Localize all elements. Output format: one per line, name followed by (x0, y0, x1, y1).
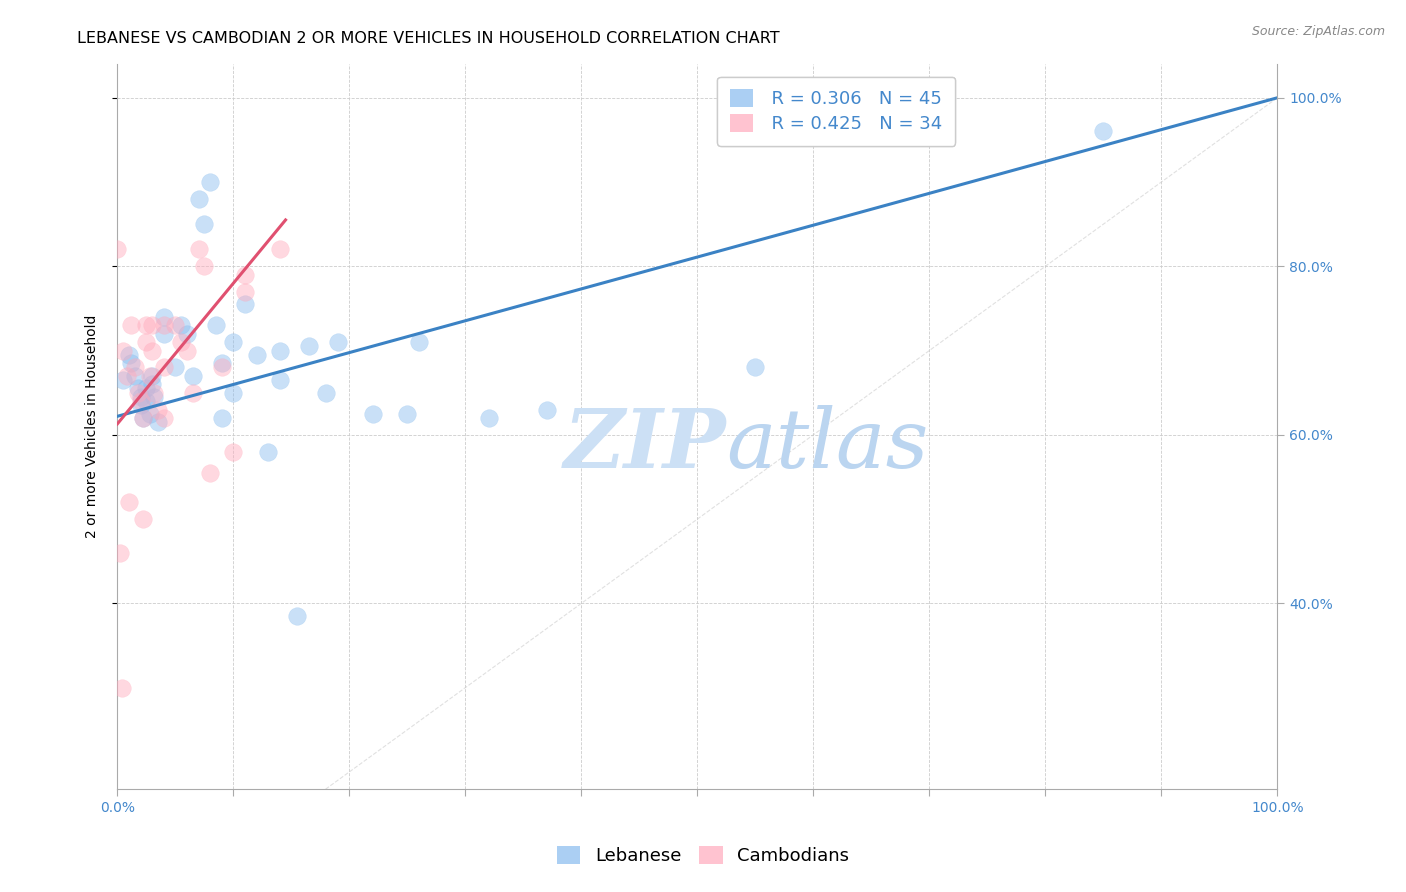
Point (124, 368, 146, 383)
Point (129, 394, 152, 409)
Y-axis label: 2 or more Vehicles in Household: 2 or more Vehicles in Household (86, 315, 100, 538)
Point (222, 444, 245, 458)
Point (170, 318, 193, 333)
Point (165, 360, 187, 375)
Legend:   R = 0.306   N = 45,   R = 0.425   N = 34: R = 0.306 N = 45, R = 0.425 N = 34 (717, 77, 955, 146)
Point (222, 335, 245, 350)
Point (181, 368, 204, 383)
Point (141, 318, 163, 333)
Point (298, 339, 321, 353)
Point (139, 407, 162, 421)
Point (152, 360, 174, 375)
Point (285, 609, 308, 624)
Point (135, 318, 157, 333)
Point (105, 243, 128, 257)
Point (744, 360, 766, 375)
Point (141, 377, 163, 392)
Point (269, 243, 291, 257)
Point (132, 512, 155, 526)
Point (211, 411, 233, 425)
Point (118, 348, 141, 362)
Point (152, 318, 174, 333)
Point (141, 368, 163, 383)
Point (187, 243, 209, 257)
Point (326, 335, 349, 350)
Point (143, 385, 166, 400)
Point (257, 444, 280, 458)
Point (170, 335, 193, 350)
Point (269, 343, 291, 358)
Point (198, 175, 221, 189)
Point (115, 368, 138, 383)
Point (135, 335, 157, 350)
Text: ZIP: ZIP (564, 405, 727, 484)
Point (124, 360, 146, 375)
Point (146, 415, 169, 429)
Text: Source: ZipAtlas.com: Source: ZipAtlas.com (1251, 25, 1385, 38)
Point (135, 382, 157, 396)
Point (132, 411, 155, 425)
Point (132, 411, 155, 425)
Point (361, 407, 384, 421)
Point (198, 466, 221, 480)
Text: atlas: atlas (727, 405, 929, 484)
Legend: Lebanese, Cambodians: Lebanese, Cambodians (550, 839, 856, 872)
Point (269, 373, 291, 387)
Point (152, 411, 174, 425)
Point (211, 360, 233, 375)
Point (108, 546, 131, 560)
Point (396, 407, 419, 421)
Point (146, 402, 169, 417)
Point (152, 310, 174, 324)
Point (536, 402, 558, 417)
Point (315, 385, 337, 400)
Point (205, 318, 228, 333)
Point (165, 318, 187, 333)
Point (129, 390, 152, 404)
Point (211, 356, 233, 370)
Point (141, 343, 163, 358)
Point (152, 326, 174, 341)
Point (187, 192, 209, 206)
Point (233, 285, 256, 299)
Point (143, 390, 166, 404)
Point (176, 343, 198, 358)
Point (193, 217, 215, 231)
Point (176, 326, 198, 341)
Point (111, 681, 134, 695)
Point (127, 385, 149, 400)
Point (245, 348, 267, 362)
Point (408, 335, 430, 350)
Point (120, 356, 142, 370)
Point (1092, 124, 1115, 138)
Point (193, 260, 215, 274)
Point (139, 368, 162, 383)
Point (233, 297, 256, 311)
Point (127, 382, 149, 396)
Point (118, 495, 141, 509)
Point (222, 385, 245, 400)
Point (120, 318, 142, 333)
Point (112, 343, 135, 358)
Point (477, 411, 499, 425)
Text: LEBANESE VS CAMBODIAN 2 OR MORE VEHICLES IN HOUSEHOLD CORRELATION CHART: LEBANESE VS CAMBODIAN 2 OR MORE VEHICLES… (77, 31, 780, 46)
Point (129, 398, 152, 412)
Point (181, 385, 204, 400)
Point (135, 394, 157, 409)
Point (233, 268, 256, 282)
Point (112, 373, 135, 387)
